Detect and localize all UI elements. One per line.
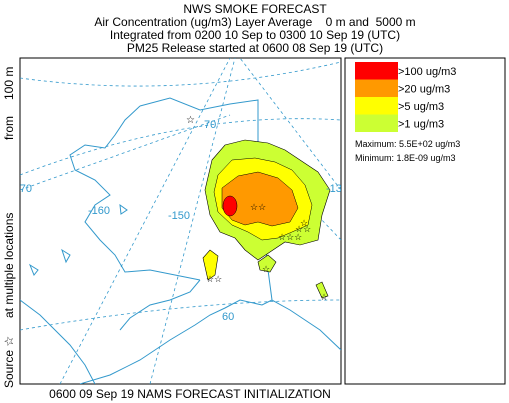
side-label: Source ☆ at multiple locations from 100 … [2, 67, 16, 388]
footer: 0600 09 Sep 19 NAMS FORECAST INITIALIZAT… [49, 387, 331, 401]
legend-label: >20 ug/m3 [398, 84, 450, 96]
graticule-label: -130 [326, 183, 348, 195]
svg-text:☆☆: ☆☆ [250, 202, 266, 212]
svg-text:☆☆: ☆☆ [206, 274, 222, 284]
legend-label: >5 ug/m3 [398, 101, 444, 113]
graticule [20, 118, 341, 176]
side-label-part: 100 m [2, 67, 16, 100]
side-label-part: from [2, 116, 16, 140]
graticule-label: -160 [88, 205, 110, 217]
graticule [59, 58, 231, 384]
smoke-blob [257, 254, 277, 273]
source-markers: ☆ ☆☆ ☆☆☆ ☆☆ ☆ ☆ ☆ ☆☆ [186, 115, 328, 302]
legend-label: >1 ug/m3 [398, 119, 444, 131]
graticule-label: -150 [168, 210, 190, 222]
graticule [149, 58, 236, 384]
smoke-blob [202, 249, 219, 281]
map-area: ☆ ☆☆ ☆☆☆ ☆☆ ☆ ☆ ☆ ☆☆ -170 -160 -150 -130… [10, 58, 348, 384]
svg-text:☆: ☆ [262, 264, 270, 274]
legend-minimum: Minimum: 1.8E-09 ug/m3 [355, 153, 456, 163]
graticule-label: 70 [204, 119, 216, 131]
legend-swatch [355, 79, 398, 97]
graticule-label: -170 [10, 183, 32, 195]
svg-text:☆: ☆ [186, 115, 195, 126]
svg-text:☆: ☆ [300, 218, 308, 228]
subtitle: Integrated from 0200 10 Sep to 0300 10 S… [110, 28, 400, 42]
coastline [20, 299, 96, 384]
subtitle: PM25 Release started at 0600 08 Sep 19 (… [127, 41, 383, 55]
side-label-part: at multiple locations [2, 213, 16, 318]
smoke-blob [315, 281, 329, 299]
legend-swatch [355, 97, 398, 115]
svg-text:☆: ☆ [320, 292, 328, 302]
smoke-100 [222, 195, 238, 217]
graticule [20, 114, 231, 191]
subtitle: Air Concentration (ug/m3) Layer Average … [94, 15, 415, 29]
svg-text:☆☆☆: ☆☆☆ [278, 232, 302, 242]
legend: >100 ug/m3 >20 ug/m3 >5 ug/m3 >1 ug/m3 [355, 62, 456, 132]
legend-swatch [355, 114, 398, 132]
graticule [20, 61, 341, 87]
svg-text:☆☆: ☆☆ [295, 224, 311, 234]
graticule [239, 58, 341, 191]
smoke-20 [221, 171, 299, 227]
legend-maximum: Maximum: 5.5E+02 ug/m3 [355, 139, 460, 149]
title: NWS SMOKE FORECAST [183, 2, 327, 16]
side-label-part: Source ☆ [2, 336, 16, 388]
island [28, 203, 128, 276]
graticule [20, 299, 341, 331]
legend-swatch [355, 62, 398, 80]
legend-label: >100 ug/m3 [398, 66, 456, 78]
graticule-label: 60 [222, 311, 234, 323]
